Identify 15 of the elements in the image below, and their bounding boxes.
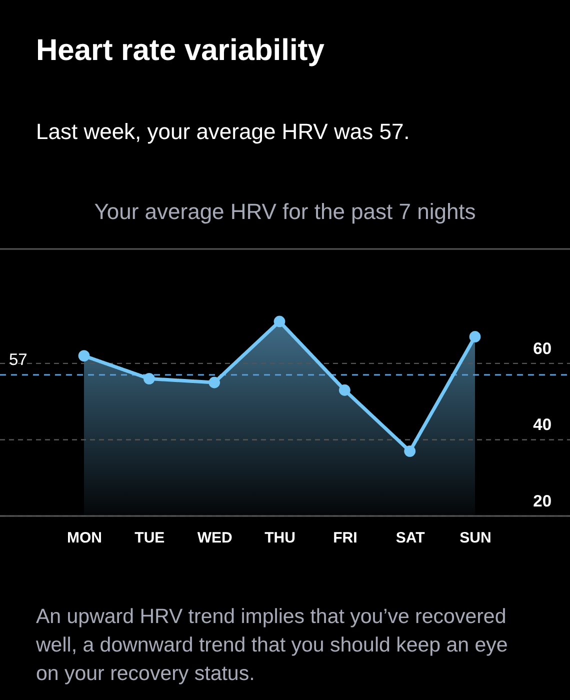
chart-title: Heart rate variability [36, 34, 325, 67]
y-tick-label: 20 [533, 492, 552, 510]
x-tick-label: WED [197, 530, 232, 546]
x-tick-label: MON [67, 530, 102, 546]
x-tick-label: FRI [333, 530, 358, 546]
chart-subtitle: Last week, your average HRV was 57. [36, 119, 410, 144]
y-tick-label: 40 [533, 416, 552, 434]
x-tick-label: SUN [460, 530, 492, 546]
text: Your average HRV for the past 7 nights [94, 199, 476, 224]
x-tick-label: THU [264, 530, 296, 546]
x-tick-label: SAT [396, 530, 425, 546]
ref-line-label: 57 [9, 350, 28, 369]
y-tick-label: 60 [533, 340, 552, 358]
x-tick-label: TUE [134, 530, 165, 546]
text: An upward HRV trend implies that you’ve recovered well, a downward trend that you should keep an eye on your recovery status. [35, 605, 508, 685]
